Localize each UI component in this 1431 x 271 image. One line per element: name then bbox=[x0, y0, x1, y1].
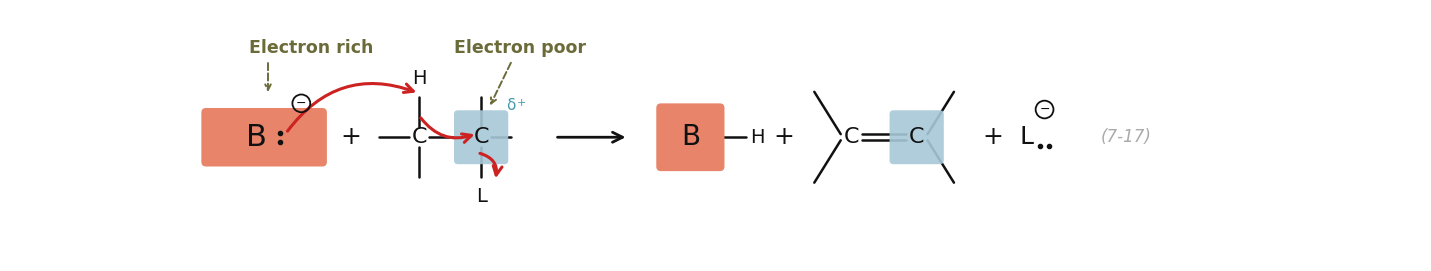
Text: L: L bbox=[475, 187, 487, 206]
Text: B: B bbox=[681, 123, 700, 151]
Text: L: L bbox=[1020, 125, 1033, 149]
FancyBboxPatch shape bbox=[202, 108, 326, 166]
Text: Electron rich: Electron rich bbox=[249, 40, 373, 57]
Text: +: + bbox=[773, 125, 794, 149]
Text: C: C bbox=[844, 127, 860, 147]
Text: +: + bbox=[517, 98, 527, 108]
Text: C: C bbox=[909, 127, 924, 147]
Text: C: C bbox=[474, 127, 489, 147]
Text: C: C bbox=[411, 127, 426, 147]
FancyBboxPatch shape bbox=[657, 103, 724, 171]
FancyBboxPatch shape bbox=[890, 110, 944, 164]
FancyBboxPatch shape bbox=[454, 110, 508, 164]
Text: +: + bbox=[982, 125, 1003, 149]
Text: −: − bbox=[1039, 103, 1050, 116]
Text: δ: δ bbox=[507, 98, 515, 112]
Text: H: H bbox=[412, 69, 426, 88]
Text: +: + bbox=[341, 125, 362, 149]
Text: Electron poor: Electron poor bbox=[454, 40, 585, 57]
Text: −: − bbox=[296, 97, 306, 110]
Text: H: H bbox=[750, 128, 766, 147]
Text: (7-17): (7-17) bbox=[1100, 128, 1152, 146]
Text: B: B bbox=[246, 123, 266, 152]
